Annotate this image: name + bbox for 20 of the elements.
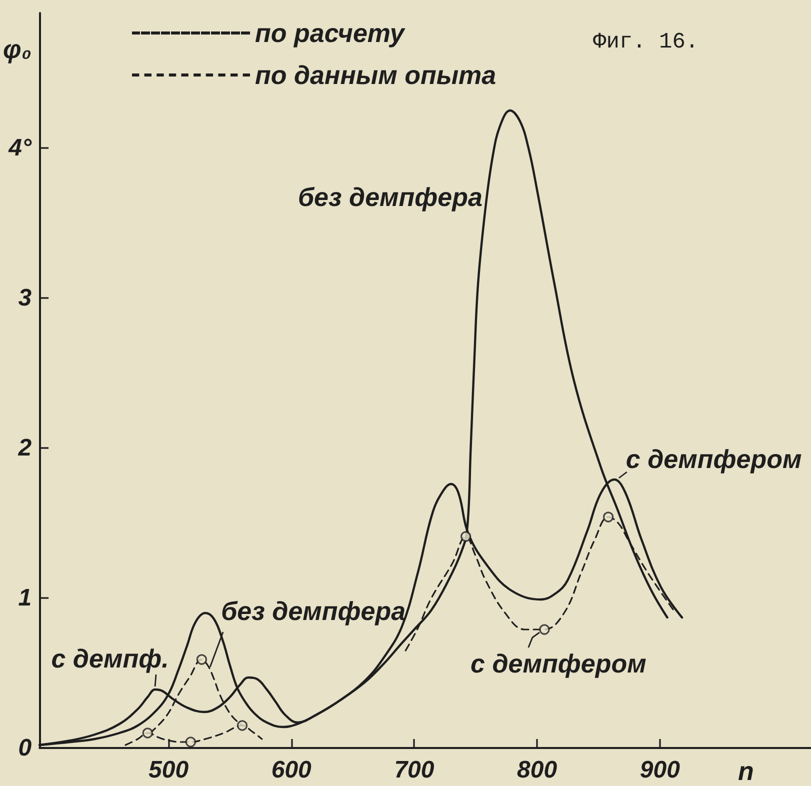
x-tick-label: 600 xyxy=(271,756,312,784)
y-axis-title: φ₀ xyxy=(2,34,32,64)
annotation: с демпф. xyxy=(51,644,169,674)
annotation: без демпфера xyxy=(298,182,482,212)
annotation: с демпфером xyxy=(626,444,802,474)
y-tick-label: 4° xyxy=(8,134,32,162)
x-axis-title: n xyxy=(738,756,754,786)
x-tick-label: 700 xyxy=(394,756,435,784)
y-tick-label: 3 xyxy=(18,284,32,312)
y-tick-label: 2 xyxy=(17,434,32,462)
text: Фиг. 16. xyxy=(593,30,699,54)
legend-label: по данным опыта xyxy=(255,60,496,90)
x-tick-label: 500 xyxy=(148,756,190,784)
y-tick-label: 0 xyxy=(18,734,32,762)
x-tick-label: 900 xyxy=(640,756,681,784)
legend-label: по расчету xyxy=(255,18,406,48)
annotation: без демпфера xyxy=(221,596,406,626)
x-tick-label: 800 xyxy=(517,756,558,784)
y-tick-label: 1 xyxy=(18,584,32,612)
annotation: с демпфером xyxy=(470,648,646,678)
